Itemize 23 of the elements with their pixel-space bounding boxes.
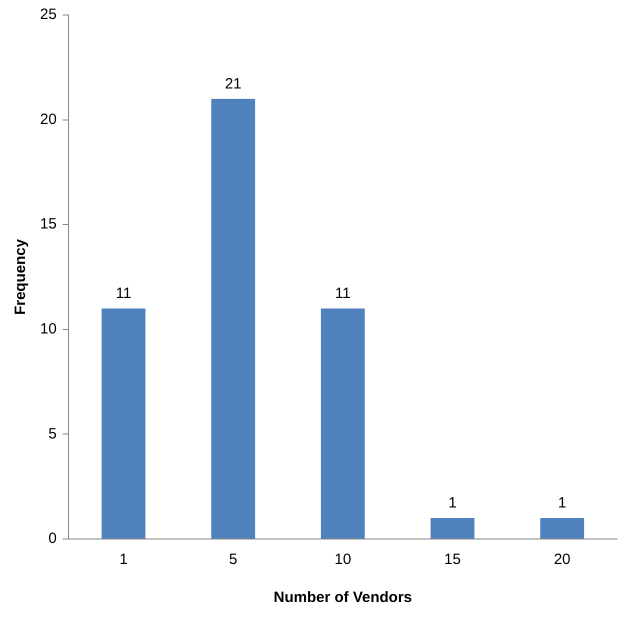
y-tick-label: 20 (40, 110, 57, 128)
data-label: 1 (558, 494, 566, 512)
bar (430, 518, 474, 538)
data-label: 11 (335, 285, 351, 302)
bar (540, 518, 584, 538)
data-label: 1 (448, 494, 457, 512)
data-label: 21 (224, 75, 242, 92)
x-tick-label: 10 (334, 551, 352, 568)
y-tick-label: 5 (48, 425, 57, 442)
x-axis-title: Number of Vendors (274, 589, 412, 606)
y-tick-label: 25 (40, 6, 57, 24)
y-axis-title: Frequency (12, 238, 30, 315)
bar (211, 98, 256, 538)
y-tick-label: 0 (48, 530, 57, 548)
y-tick-label: 15 (40, 216, 57, 233)
x-tick-label: 5 (229, 551, 238, 568)
bar (102, 308, 146, 538)
x-tick-label: 20 (554, 551, 571, 568)
x-tick-label: 1 (119, 551, 128, 568)
x-tick-label: 15 (444, 551, 461, 568)
data-label: 11 (116, 285, 132, 302)
y-tick-label: 10 (40, 320, 57, 338)
bar (320, 308, 365, 538)
